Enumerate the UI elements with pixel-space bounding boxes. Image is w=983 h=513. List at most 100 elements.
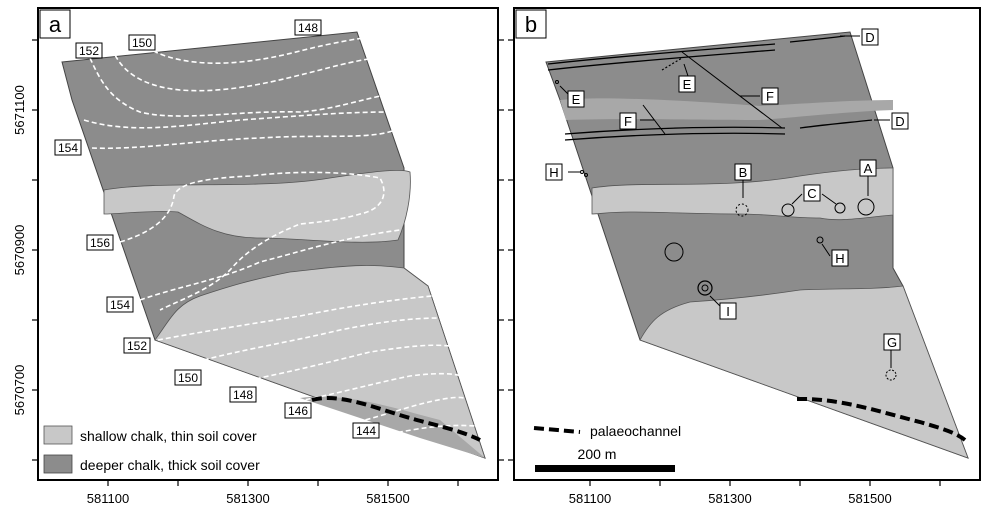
svg-text:C: C [807, 186, 816, 201]
contour-label: 148 [229, 386, 257, 403]
panel-a-label-box [39, 9, 71, 39]
panel-b: A B C D D E E F [513, 7, 981, 481]
feature-label-A: A [859, 159, 877, 177]
scale-bar-label: 200 m [578, 446, 617, 462]
feature-label-E: E [567, 90, 585, 108]
ring-feature [781, 203, 795, 217]
legend-palaeochannel-swatch [533, 426, 581, 434]
y-tick-label: 5670900 [12, 225, 27, 276]
contour-label: 154 [54, 139, 82, 156]
shallow-lower-b [639, 285, 969, 459]
x-tick-label: 581500 [848, 491, 891, 506]
contour-line [389, 424, 476, 435]
feature-label-E: E [678, 75, 696, 93]
contour-label: 150 [174, 369, 202, 386]
svg-text:152: 152 [127, 339, 147, 353]
linear-feature [547, 49, 776, 71]
ring-feature [816, 236, 824, 244]
feature-label-F: F [619, 112, 637, 130]
svg-text:148: 148 [233, 388, 253, 402]
svg-text:144: 144 [356, 424, 376, 438]
contour-label: 144 [352, 422, 380, 439]
legend-deep-label: deeper chalk, thick soil cover [80, 457, 260, 473]
feature-label-F: F [761, 87, 779, 105]
scale-bar [535, 465, 675, 472]
feature-label-I: I [719, 302, 737, 320]
svg-text:148: 148 [298, 21, 318, 35]
contour-line [239, 344, 451, 383]
middle-strip-b [560, 98, 893, 120]
feature-label-B: B [734, 163, 752, 181]
contour-label: 150 [128, 34, 156, 51]
panel-b-frame [513, 7, 981, 481]
feature-label-G: G [883, 333, 901, 351]
svg-text:B: B [739, 165, 748, 180]
feature-label-C: C [803, 184, 821, 202]
ring-feature [701, 284, 709, 292]
ring-feature [697, 280, 713, 296]
svg-text:I: I [726, 304, 730, 319]
ring-feature [857, 198, 875, 216]
svg-text:154: 154 [110, 298, 130, 312]
svg-text:F: F [766, 89, 774, 104]
x-tick-label: 581500 [366, 491, 409, 506]
ring-feature [555, 80, 559, 84]
linear-feature [547, 43, 776, 65]
svg-text:152: 152 [79, 44, 99, 58]
contour-line [111, 47, 381, 92]
contour-label: 152 [75, 42, 103, 59]
contour-line [195, 317, 441, 363]
y-tick-label: 5670700 [12, 365, 27, 416]
x-tick-label: 581300 [226, 491, 269, 506]
contour-label: 156 [86, 234, 114, 251]
panel-a: 152 150 148 154 156 154 152 150 [37, 7, 499, 481]
svg-text:E: E [572, 92, 581, 107]
ring-feature [584, 173, 588, 177]
feature-label-H: H [545, 163, 563, 181]
legend-shallow-swatch [43, 425, 73, 445]
feature-label-D: D [891, 112, 909, 130]
svg-text:150: 150 [132, 36, 152, 50]
x-tick-label: 581300 [708, 491, 751, 506]
panel-b-label-box [515, 9, 547, 39]
legend-deep-swatch [43, 454, 73, 474]
panel-b-label: b [525, 12, 537, 37]
bottom-strip [300, 396, 485, 458]
x-tick-label: 581100 [87, 491, 129, 506]
contour-line [89, 57, 386, 117]
legend-palaeochannel-label: palaeochannel [590, 423, 681, 439]
legend-shallow-label: shallow chalk, thin soil cover [80, 428, 257, 444]
contour-line [83, 111, 391, 129]
contour-line [139, 229, 401, 301]
svg-text:156: 156 [90, 236, 110, 250]
svg-text:146: 146 [288, 404, 308, 418]
contour-label: 154 [106, 296, 134, 313]
linear-feature [789, 35, 846, 43]
ring-feature [834, 202, 846, 214]
x-tick-label: 581100 [569, 491, 611, 506]
contour-label: 146 [284, 402, 312, 419]
feature-label-D: D [861, 28, 879, 46]
axis-ticks [32, 39, 941, 486]
svg-text:F: F [624, 114, 632, 129]
ring-feature [580, 170, 584, 174]
panel-a-frame [37, 7, 499, 481]
linear-feature [564, 126, 786, 135]
contour-label: 152 [123, 337, 151, 354]
svg-text:D: D [865, 30, 874, 45]
svg-text:H: H [549, 165, 558, 180]
shallow-chalk-lower [154, 265, 486, 459]
contour-line [91, 129, 396, 150]
linear-feature [681, 51, 783, 129]
ring-feature [664, 242, 684, 262]
contour-line [139, 37, 369, 64]
svg-text:H: H [835, 251, 844, 266]
contour-label: 148 [294, 19, 322, 36]
svg-text:G: G [887, 335, 897, 350]
feature-label-H: H [831, 249, 849, 267]
linear-feature [799, 119, 873, 129]
palaeochannel-line [796, 396, 967, 442]
svg-text:150: 150 [178, 371, 198, 385]
svg-text:A: A [864, 161, 873, 176]
